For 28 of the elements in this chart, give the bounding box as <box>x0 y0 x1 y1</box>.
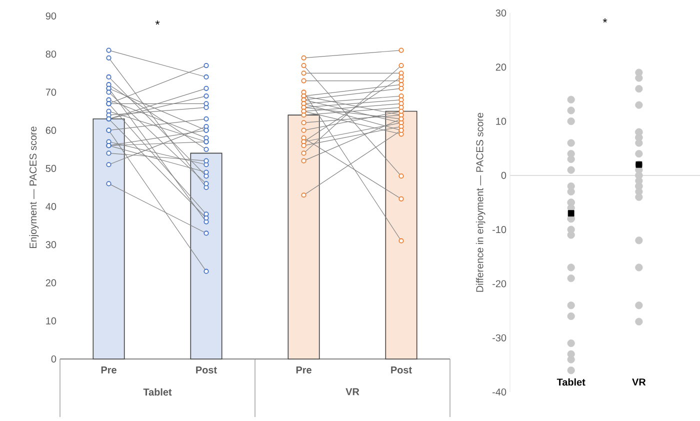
y-tick-label: 80 <box>46 50 56 58</box>
y-tick-label: 70 <box>46 88 56 96</box>
x-axis-title: Tablet <box>143 388 172 396</box>
y-tick-label: 30 <box>46 241 56 248</box>
y-tick-label: 10 <box>46 317 56 324</box>
y-axis-title: Enjoyment — PACES score <box>29 126 39 248</box>
annotation: * <box>602 18 608 23</box>
annotation: * <box>155 20 160 25</box>
x-tick-label: Post <box>391 366 412 374</box>
y-tick-label: -10 <box>492 226 506 234</box>
y-tick-label: 50 <box>46 164 56 172</box>
y-tick-label: 0 <box>501 172 506 179</box>
y-tick-label: -30 <box>492 334 506 342</box>
y-tick-label: 90 <box>46 12 56 20</box>
y-tick-label: -40 <box>492 388 506 396</box>
y-axis-title: Difference in enjoyment — PACES score <box>476 112 486 292</box>
y-tick-label: 0 <box>51 355 56 363</box>
y-tick-label: 10 <box>496 118 506 125</box>
x-tick-label: Pre <box>296 366 312 374</box>
x-tick-label: Post <box>196 366 217 374</box>
y-tick-label: 60 <box>46 126 56 134</box>
x-tick-label: Pre <box>101 366 116 374</box>
y-tick-label: -20 <box>492 280 506 288</box>
x-axis-title: VR <box>346 388 360 396</box>
y-tick-label: 30 <box>496 9 506 17</box>
y-tick-label: 20 <box>496 64 506 71</box>
y-tick-label: 40 <box>46 203 56 210</box>
y-tick-label: 20 <box>46 279 56 286</box>
